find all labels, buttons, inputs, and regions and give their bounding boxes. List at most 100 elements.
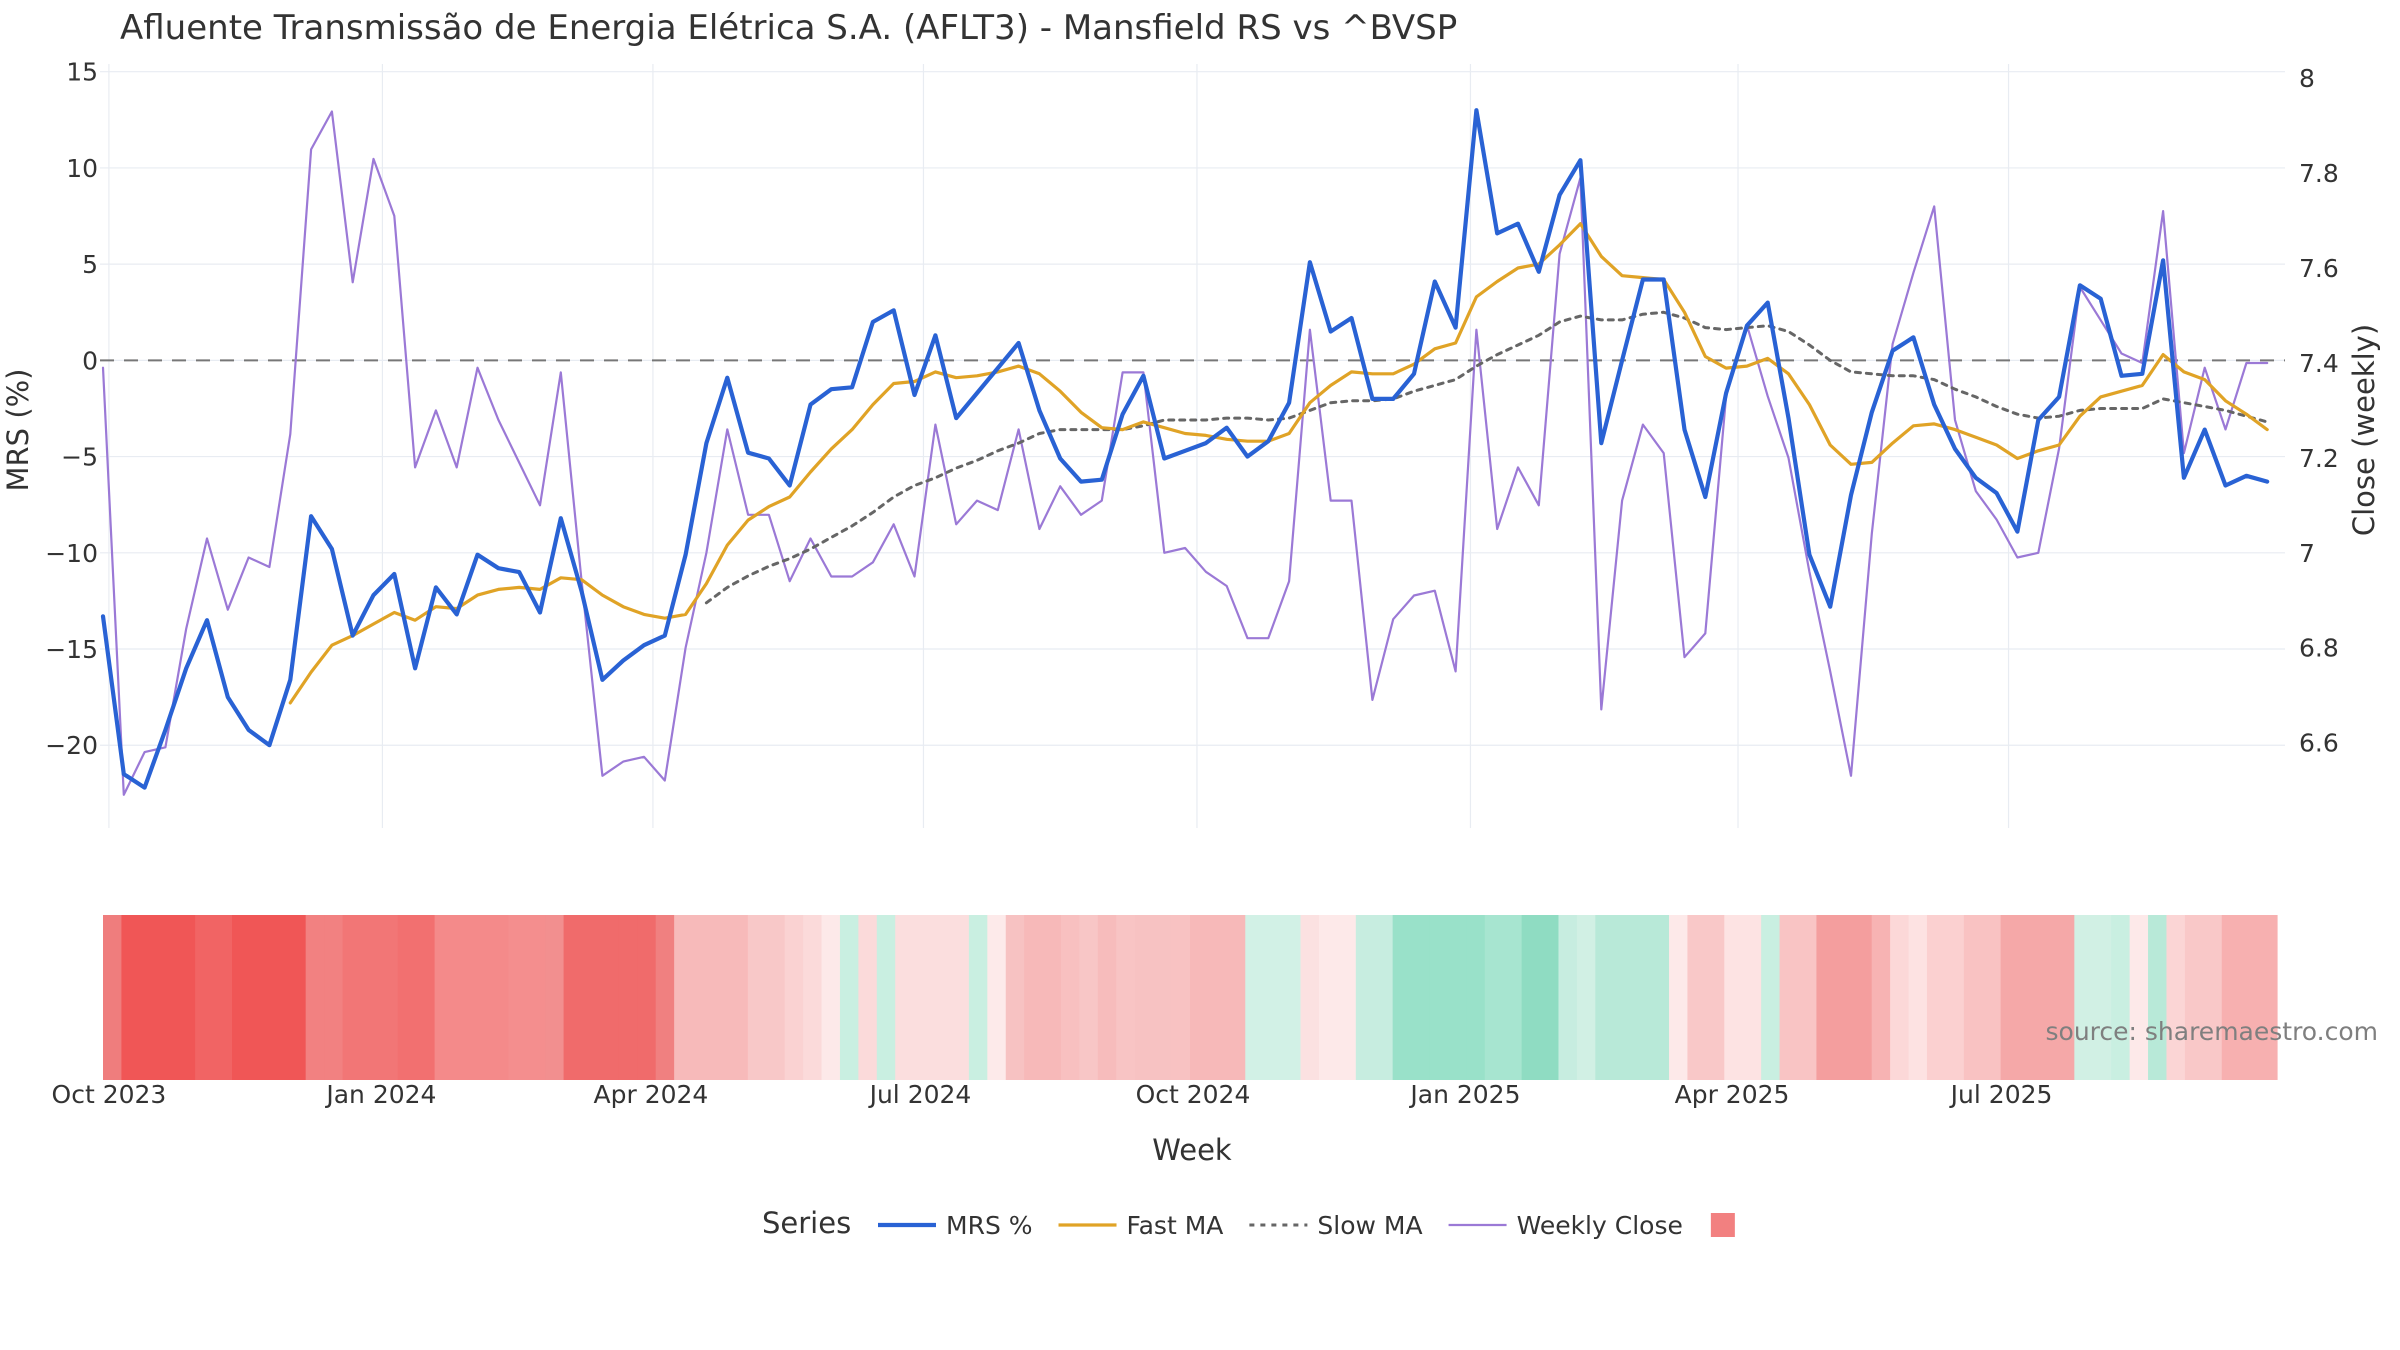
heatmap-cell [1926, 915, 1946, 1080]
legend-label-1: Fast MA [1127, 1211, 1224, 1240]
heatmap-cell [876, 915, 896, 1080]
y2-tick-label: 6.6 [2299, 729, 2339, 758]
heatmap-cell [600, 915, 620, 1080]
heatmap-cell [526, 915, 546, 1080]
series-line-slow-ma [704, 310, 2269, 605]
y-tick-label: −15 [45, 635, 98, 664]
heatmap-cell [1724, 915, 1744, 1080]
heatmap-cell [747, 915, 767, 1080]
heatmap-cell [803, 915, 823, 1080]
y2-tick-label: 6.8 [2299, 634, 2339, 663]
heatmap-cell [1024, 915, 1044, 1080]
heatmap-cell [1171, 915, 1191, 1080]
y2-tick-label: 7.8 [2299, 159, 2339, 188]
heatmap-cell [1797, 915, 1817, 1080]
x-tick-label: Apr 2024 [594, 1080, 709, 1109]
heatmap-cell [360, 915, 380, 1080]
heatmap-cell [1576, 915, 1596, 1080]
legend: Series MRS % Fast MA Slow MA Weekly Close [762, 1206, 1735, 1240]
legend-title: Series [762, 1206, 851, 1240]
heatmap-cell [1208, 915, 1228, 1080]
heatmap-cell [618, 915, 638, 1080]
heatmap-cell [1061, 915, 1081, 1080]
heatmap-cell [1540, 915, 1560, 1080]
heatmap-cell [692, 915, 712, 1080]
heatmap-cell [434, 915, 454, 1080]
heatmap-cell [1245, 915, 1265, 1080]
plot-area [100, 108, 2270, 796]
heatmap-cell [1079, 915, 1099, 1080]
heatmap-cell [1687, 915, 1707, 1080]
y2-tick-label: 7 [2299, 539, 2315, 568]
y-tick-label: 0 [82, 346, 98, 375]
x-tick-label: Oct 2023 [52, 1080, 167, 1109]
heatmap-cell [1613, 915, 1633, 1080]
heatmap-cell [674, 915, 694, 1080]
heatmap-cell [1816, 915, 1836, 1080]
heatmap-cell [2148, 915, 2168, 1080]
heatmap-cell [1318, 915, 1338, 1080]
heatmap-cell [2203, 915, 2223, 1080]
heatmap-cell [950, 915, 970, 1080]
heatmap-cell [729, 915, 749, 1080]
x-axis-title: Week [1152, 1133, 1232, 1167]
heatmap-cell [1042, 915, 1062, 1080]
heatmap-cell [1190, 915, 1210, 1080]
heatmap-cell [913, 915, 933, 1080]
x-tick-label: Apr 2025 [1675, 1080, 1790, 1109]
heatmap-cell [471, 915, 491, 1080]
heatmap-cell [1558, 915, 1578, 1080]
heatmap-cell [1134, 915, 1154, 1080]
x-tick-label: Jul 2024 [868, 1080, 972, 1109]
heatmap-cell [2166, 915, 2186, 1080]
heatmap-cell [1153, 915, 1173, 1080]
y-axis-left: 15 10 5 0 −5 −10 −15 −20 [45, 58, 98, 761]
x-tick-label: Jan 2025 [1408, 1080, 1520, 1109]
heatmap-cell [379, 915, 399, 1080]
heatmap-cell [563, 915, 583, 1080]
heatmap-cell [2221, 915, 2241, 1080]
heatmap-cell [121, 915, 141, 1080]
heatmap-cell [139, 915, 159, 1080]
heatmap-cell [1484, 915, 1504, 1080]
heatmap-cell [103, 915, 123, 1080]
heatmap-cell [655, 915, 675, 1080]
heatmap-cell [250, 915, 270, 1080]
x-tick-label: Oct 2024 [1136, 1080, 1251, 1109]
heatmap-cell [1669, 915, 1689, 1080]
heatmap-cell [1411, 915, 1431, 1080]
heatmap-cell [1503, 915, 1523, 1080]
heatmap-cell [213, 915, 233, 1080]
heatmap-cell [1742, 915, 1762, 1080]
heatmap-cell [305, 915, 325, 1080]
heatmap-cell [342, 915, 362, 1080]
heatmap-cell [2240, 915, 2260, 1080]
heatmap-cell [2258, 915, 2278, 1080]
heatmap-cell [545, 915, 565, 1080]
heatmap-cell [2055, 915, 2075, 1080]
heatmap-cell [1116, 915, 1136, 1080]
y-tick-label: 5 [82, 250, 98, 279]
heatmap-cell [1945, 915, 1965, 1080]
heatmap-cell [987, 915, 1007, 1080]
heatmap-cell [1374, 915, 1394, 1080]
heatmap-cell [2111, 915, 2131, 1080]
y2-tick-label: 7.4 [2299, 349, 2339, 378]
x-tick-label: Jan 2024 [324, 1080, 436, 1109]
heatmap-cell [1392, 915, 1412, 1080]
heatmap-cell [1595, 915, 1615, 1080]
chart-title: Afluente Transmissão de Energia Elétrica… [120, 8, 1457, 48]
heatmap-cell [2019, 915, 2039, 1080]
heatmap-cell [1834, 915, 1854, 1080]
heatmap-cell [416, 915, 436, 1080]
source-label: source: sharemaestro.com [2046, 1017, 2379, 1046]
y-tick-label: −20 [45, 731, 98, 760]
legend-label-2: Slow MA [1317, 1211, 1422, 1240]
heatmap-cell [158, 915, 178, 1080]
heatmap-cell [268, 915, 288, 1080]
heatmap-cell [1761, 915, 1781, 1080]
y-tick-label: 10 [66, 154, 98, 183]
heatmap-cell [2000, 915, 2020, 1080]
heatmap-cell [195, 915, 215, 1080]
